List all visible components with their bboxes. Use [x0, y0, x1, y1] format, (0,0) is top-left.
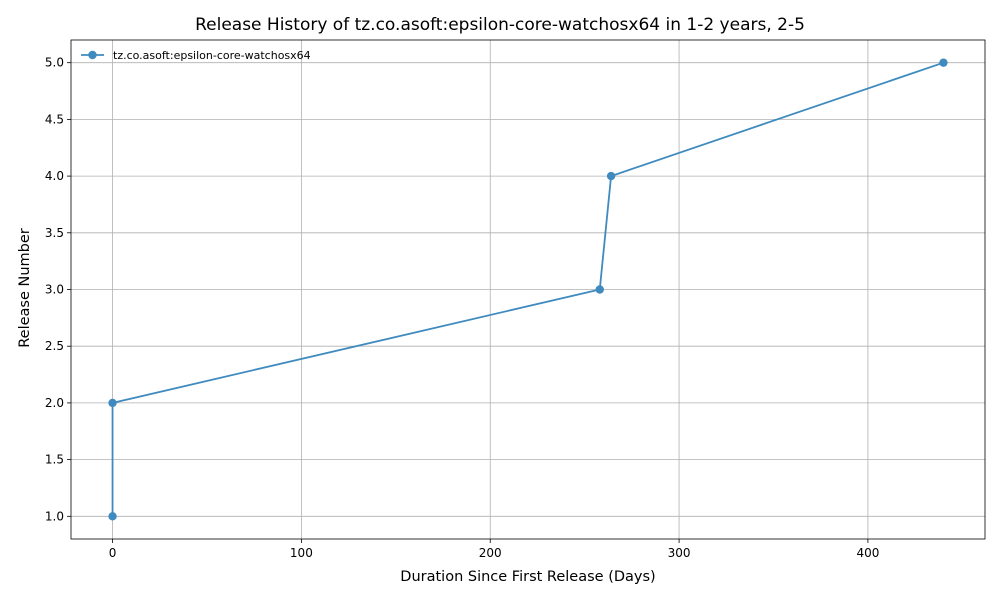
data-point: [595, 285, 604, 294]
data-point: [108, 512, 117, 521]
y-tick-label: 4.5: [45, 112, 64, 126]
y-tick-label: 1.0: [45, 509, 64, 523]
legend-entry-label: tz.co.asoft:epsilon-core-watchosx64: [113, 49, 311, 62]
legend: tz.co.asoft:epsilon-core-watchosx64: [81, 49, 311, 62]
x-tick-label: 400: [856, 546, 879, 560]
data-point: [939, 58, 948, 67]
y-tick-label: 3.5: [45, 226, 64, 240]
y-tick-label: 4.0: [45, 169, 64, 183]
data-point: [606, 171, 616, 181]
grid-lines: [71, 40, 985, 539]
axis-ticks: 0 100 200 300 400 1.0 1.5 2.0 2.5 3.0 3.5 4.0 4.5 5.0: [45, 56, 879, 560]
y-tick-label: 2.0: [45, 396, 64, 410]
legend-marker-swatch: [88, 50, 97, 60]
y-tick-label: 1.5: [45, 453, 64, 467]
x-tick-label: 0: [109, 546, 117, 560]
data-point: [108, 398, 117, 408]
chart-title: Release History of tz.co.asoft:epsilon-c…: [195, 15, 805, 35]
y-axis-label: Release Number: [17, 228, 33, 348]
x-axis-label: Duration Since First Release (Days): [400, 569, 655, 585]
x-tick-label: 200: [479, 546, 502, 560]
x-tick-label: 300: [668, 546, 691, 560]
x-tick-label: 100: [290, 546, 313, 560]
y-tick-label: 5.0: [45, 56, 64, 70]
y-tick-label: 2.5: [45, 339, 64, 353]
data-series: [108, 58, 948, 521]
y-tick-label: 3.0: [45, 283, 64, 297]
